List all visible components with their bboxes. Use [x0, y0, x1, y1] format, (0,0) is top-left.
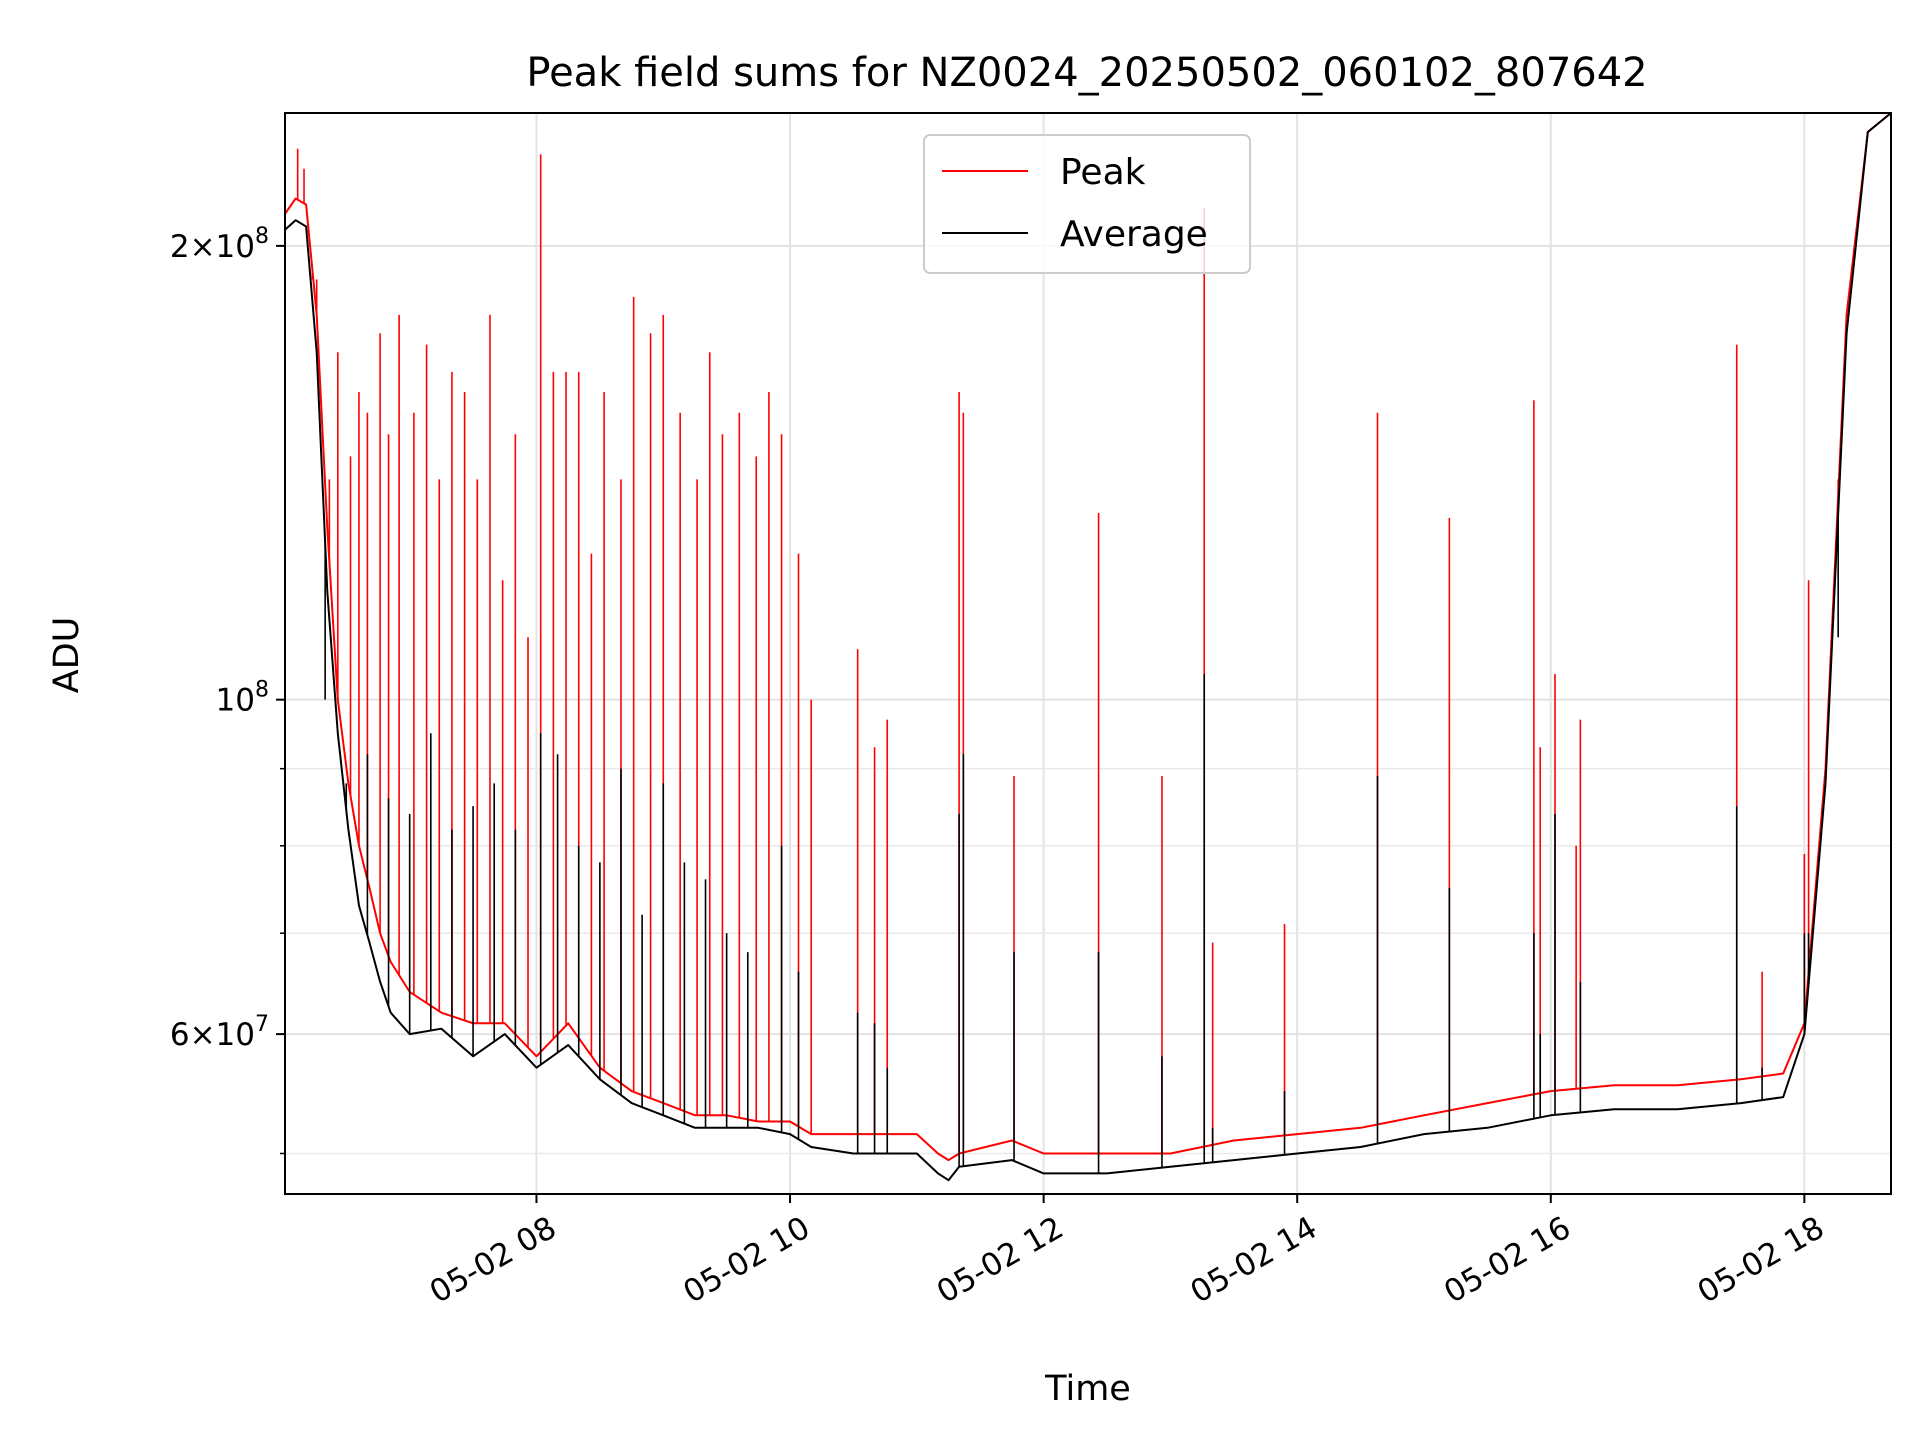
y-axis-ticks: 2×108 108 6×107	[170, 224, 285, 1155]
legend-box	[923, 134, 1251, 274]
y-tick-label: 108	[216, 678, 269, 719]
series-layer	[284, 112, 1892, 1182]
x-axis-label: Time	[1044, 1369, 1131, 1409]
chart-title: Peak field sums for NZ0024_20250502_0601…	[526, 50, 1647, 96]
series-line-average	[284, 112, 1892, 1182]
y-axis-label: ADU	[47, 617, 87, 694]
legend-label-average: Average	[1060, 214, 1208, 255]
legend: Peak Average	[923, 134, 1251, 274]
y-tick-label: 2×108	[170, 224, 269, 265]
legend-label-peak: Peak	[1060, 152, 1146, 193]
y-tick-label: 6×107	[170, 1012, 269, 1053]
plot-frame	[284, 112, 1892, 1195]
